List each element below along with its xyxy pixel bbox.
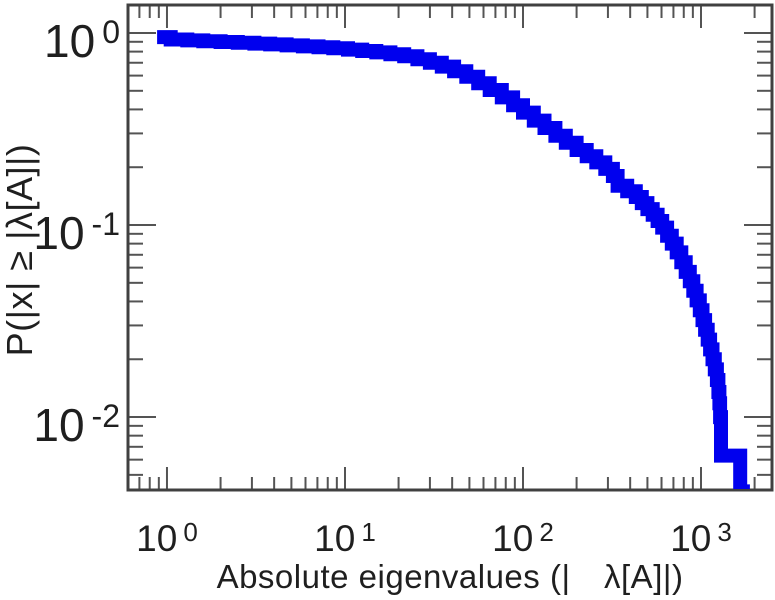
tick-exponent: 2 xyxy=(539,517,554,547)
x-axis-title: Absolute eigenvalues (| λ[A]|) xyxy=(216,558,684,595)
x-tick-label: 10 1 xyxy=(314,517,376,559)
y-tick-label: 10 0 xyxy=(44,15,120,67)
x-tick-label: 10 0 xyxy=(136,517,198,559)
tick-exponent: 3 xyxy=(717,517,732,547)
tick-mantissa: 10 xyxy=(44,15,96,67)
tick-exponent: 0 xyxy=(183,517,198,547)
y-tick-label: 10 -2 xyxy=(33,399,120,452)
tick-exponent: -1 xyxy=(91,206,120,243)
tick-mantissa: 10 xyxy=(670,518,712,559)
tick-exponent: 1 xyxy=(361,517,376,547)
tick-mantissa: 10 xyxy=(314,518,356,559)
tick-mantissa: 10 xyxy=(33,399,85,452)
tick-exponent: 0 xyxy=(102,14,120,50)
x-tick-label: 10 3 xyxy=(670,517,732,559)
tick-exponent: -2 xyxy=(91,398,120,435)
x-tick-label: 10 2 xyxy=(492,517,554,559)
ccdf-curve xyxy=(157,30,750,489)
tick-mantissa: 10 xyxy=(492,518,534,559)
plot-frame xyxy=(126,3,774,492)
axis-ticks xyxy=(128,5,772,490)
tick-mantissa: 10 xyxy=(136,518,178,559)
tick-mantissa: 10 xyxy=(33,207,85,260)
y-axis-title: P(|x| ≥ |λ[A]|) xyxy=(0,143,40,357)
y-tick-label: 10 -1 xyxy=(33,207,120,260)
